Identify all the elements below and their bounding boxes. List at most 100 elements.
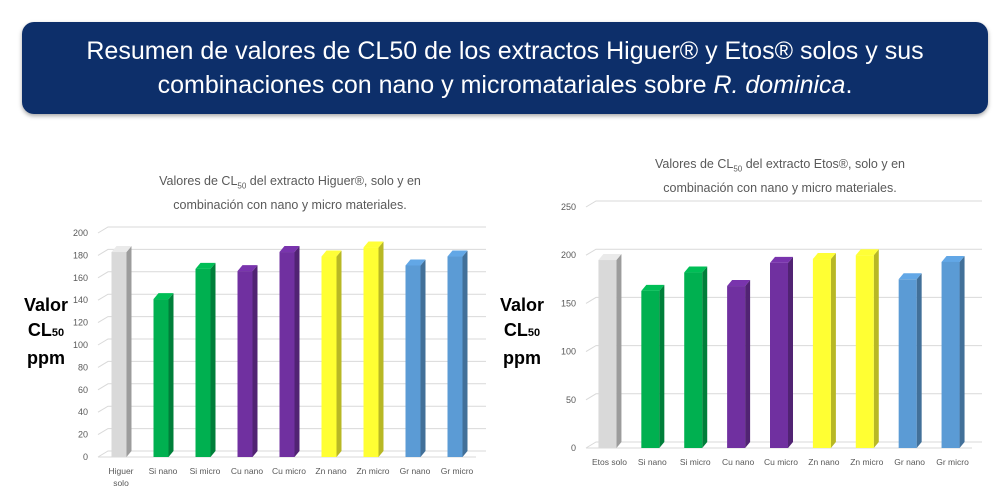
chart2-bar [598, 254, 622, 448]
chart2-bar-top [855, 249, 879, 256]
chart2-bar [770, 256, 793, 448]
chart1-gridline [97, 360, 486, 368]
chart1-gridline [97, 338, 486, 346]
chart1-bar-front [195, 268, 211, 457]
ylabel-cl: CL [27, 320, 52, 340]
chart1-y-tick-label: 160 [73, 273, 88, 283]
chart2-bar-front [770, 262, 788, 448]
ylabel-cl50: CL50 [18, 318, 74, 346]
chart1-bar-top [111, 246, 132, 253]
chart2-bar-top [727, 280, 751, 287]
chart2-y-tick-label: 150 [561, 298, 576, 308]
banner-title-line2-end: . [845, 71, 853, 99]
chart1-title-sub: 50 [237, 181, 247, 191]
chart1-x-tick-label: Higuer solo [108, 466, 133, 488]
chart1-title: Valores de CL50 del extracto Higuer®, so… [100, 172, 480, 214]
chart1-x-tick-label: Gr nano [400, 466, 431, 476]
chart2-bar [898, 273, 922, 448]
chart1-bar-front [237, 271, 253, 457]
banner-title-line1: Resumen de valores de CL50 de los extrac… [86, 37, 924, 65]
chart1-bar [237, 265, 258, 457]
chart2-bar-front [812, 259, 831, 448]
chart1-bar [405, 259, 426, 457]
chart2-y-tick-label: 200 [561, 250, 576, 260]
chart2-x-tick-label: Etos solo [592, 457, 627, 467]
chart2-gridline [585, 248, 982, 256]
chart1-bar-side [420, 259, 426, 457]
chart1-bar-front [111, 252, 127, 457]
chart1-x-tick-label: Cu micro [272, 466, 306, 476]
chart2-gridline [585, 296, 982, 304]
chart1-bar-front [321, 256, 337, 457]
chart2-bar-side [788, 256, 793, 448]
ylabel-valor: Valor [499, 295, 545, 315]
chart1-y-tick-label: 60 [78, 385, 88, 395]
chart1-title-prefix: Valores de CL [159, 174, 238, 188]
chart1-x-tick-label: Cu nano [231, 466, 263, 476]
ylabel-cl: CL [503, 320, 528, 340]
chart2-y-tick-label: 50 [566, 395, 576, 405]
right-y-axis-label: Valor CL50 ppm [494, 293, 550, 371]
chart1-bar [153, 293, 174, 457]
chart2-bar [941, 255, 965, 448]
chart2-bar-front [898, 279, 917, 448]
ylabel-cl-sub: 50 [527, 327, 541, 339]
chart2-x-tick-label: Zn micro [850, 457, 883, 467]
chart2-x-tick-label: Cu nano [722, 457, 754, 467]
chart2-gridline [585, 345, 982, 353]
chart1-gridline [97, 428, 486, 436]
chart2-bar-side [659, 284, 665, 448]
chart2-x-tick-label: Zn nano [808, 457, 839, 467]
chart1-bar [195, 262, 216, 457]
chart2-title-prefix: Valores de CL [655, 157, 734, 171]
chart2-gridline [585, 441, 982, 449]
chart1-bar [321, 250, 342, 457]
chart1-bar-top [195, 262, 216, 269]
chart1-bar-side [378, 241, 384, 457]
chart1-title-line2: combinación con nano y micro materiales. [173, 197, 407, 212]
chart2-bar-front [684, 272, 703, 448]
chart1-gridline [97, 248, 486, 256]
chart2-gridline [585, 393, 982, 401]
ylabel-ppm: ppm [503, 348, 541, 368]
chart2-title-line2: combinación con nano y micro materiales. [663, 180, 897, 195]
ylabel-cl-sub: 50 [51, 327, 65, 339]
ylabel-valor: Valor [23, 295, 69, 315]
chart1-bar [279, 246, 300, 457]
species-name: R. dominica [713, 71, 846, 99]
chart1-bar-side [252, 265, 258, 457]
chart1-y-tick-label: 80 [78, 362, 88, 372]
chart1-bar-top [447, 250, 468, 257]
chart1-bar [363, 241, 384, 457]
chart1-y-tick-label: 40 [78, 407, 88, 417]
chart2-bar [684, 266, 708, 448]
left-y-axis-label: Valor CL50 ppm [18, 293, 74, 371]
chart1-x-tick-label: Zn nano [315, 466, 346, 476]
chart1-bar-front [363, 247, 379, 457]
chart1-bar-front [405, 265, 421, 457]
chart2-x-tick-label: Gr micro [936, 457, 969, 467]
chart2-bar-side [959, 255, 965, 448]
chart2-bar-front [855, 255, 874, 448]
chart1-y-tick-label: 140 [73, 295, 88, 305]
ylabel-cl50: CL50 [494, 318, 550, 346]
chart1-bar-front [447, 256, 463, 457]
chart1-bar-top [237, 265, 258, 272]
chart2-bar-side [745, 280, 751, 448]
chart2-bar-front [641, 290, 660, 448]
ylabel-ppm: ppm [27, 348, 65, 368]
chart1-y-tick-label: 100 [73, 340, 88, 350]
chart1-gridline [97, 316, 486, 324]
chart1-bar-top [363, 241, 384, 248]
chart2-bar-side [916, 273, 922, 448]
chart2-bar-top [770, 256, 793, 263]
chart2-title-sub: 50 [733, 164, 743, 174]
chart1-bar-front [279, 252, 295, 457]
chart1-y-tick-label: 200 [73, 228, 88, 238]
chart2-x-tick-label: Cu micro [764, 457, 798, 467]
chart1-bar-side [462, 250, 468, 457]
chart1-gridline [97, 226, 486, 234]
chart2-title-line1: Valores de CL50 del extracto Etos®, solo… [590, 155, 970, 179]
chart1-y-tick-label: 180 [73, 250, 88, 260]
